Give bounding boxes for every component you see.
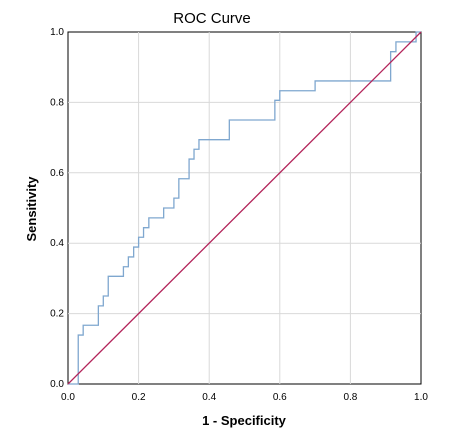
y-tick-label: 0.8 (50, 97, 64, 108)
x-tick-label: 0.6 (273, 392, 287, 403)
x-tick-label: 0.0 (61, 392, 75, 403)
y-tick-label: 0.4 (50, 238, 64, 249)
y-tick-label: 0.0 (50, 379, 64, 390)
x-axis-title: 1 - Specificity (202, 413, 287, 428)
x-tick-label: 0.4 (202, 392, 216, 403)
reference-line (67, 31, 422, 385)
y-tick-label: 0.6 (50, 168, 64, 179)
series-layer (67, 31, 422, 385)
x-tick-label: 1.0 (414, 392, 428, 403)
tick-layer: 0.0 0.2 0.4 0.6 0.8 1.0 0.0 0.2 0.4 0.6 0.8 1.0 (50, 27, 428, 403)
chart-title: ROC Curve (173, 10, 251, 27)
grid-layer (68, 32, 421, 384)
y-tick-label: 0.2 (50, 309, 64, 320)
y-axis-title: Sensitivity (24, 176, 39, 242)
x-tick-label: 0.8 (343, 392, 357, 403)
y-tick-label: 1.0 (50, 27, 64, 38)
roc-curve-line (68, 31, 421, 385)
x-tick-label: 0.2 (132, 392, 146, 403)
